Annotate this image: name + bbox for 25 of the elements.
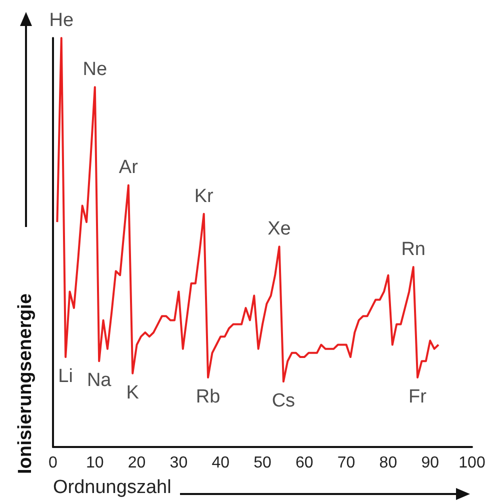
annotation: Na [86, 370, 112, 392]
x-tick-label: 80 [379, 454, 398, 472]
annotation: Kr [194, 186, 214, 207]
x-axis-title: Ordnungszahl [53, 477, 172, 498]
annotation: Fr [408, 386, 428, 408]
annotation: Ar [118, 157, 139, 178]
annotation: K [126, 382, 140, 404]
annotation: Rb [196, 386, 220, 408]
annotation: He [49, 10, 74, 31]
x-tick-label: 100 [458, 454, 486, 472]
x-tick-label: 0 [48, 454, 58, 472]
x-tick-label: 20 [128, 454, 146, 472]
x-tick-label: 50 [254, 454, 272, 472]
x-tick-label: 70 [337, 454, 356, 472]
x-tick-label: 30 [170, 454, 188, 472]
annotation: Li [58, 366, 73, 388]
x-tick-label: 40 [212, 454, 230, 472]
x-tick-label: 10 [86, 454, 104, 472]
annotation: Xe [268, 218, 291, 240]
y-axis-title: Ionisierungsenergie [15, 293, 36, 474]
x-tick-label: 90 [421, 454, 440, 472]
annotation: Ne [82, 59, 108, 80]
annotation: Rn [401, 239, 426, 260]
x-tick-label: 60 [296, 454, 314, 472]
annotation: Cs [272, 390, 296, 412]
